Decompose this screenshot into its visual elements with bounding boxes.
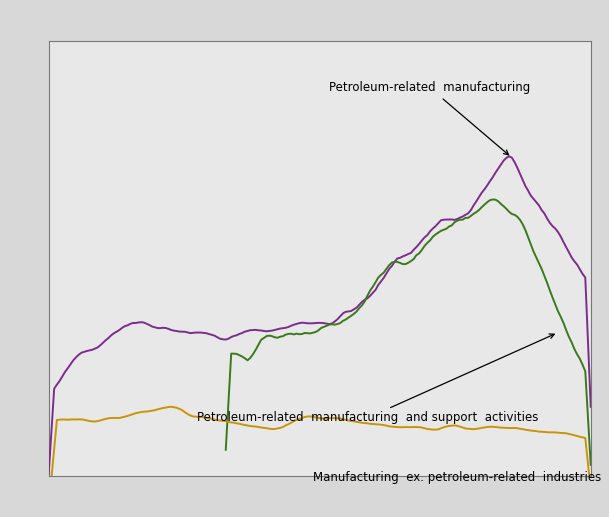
Text: Manufacturing  ex. petroleum-related  industries: Manufacturing ex. petroleum-related indu… [313, 470, 602, 483]
Text: Petroleum-related  manufacturing  and support  activities: Petroleum-related manufacturing and supp… [197, 334, 554, 424]
Text: Petroleum-related  manufacturing: Petroleum-related manufacturing [329, 81, 530, 155]
